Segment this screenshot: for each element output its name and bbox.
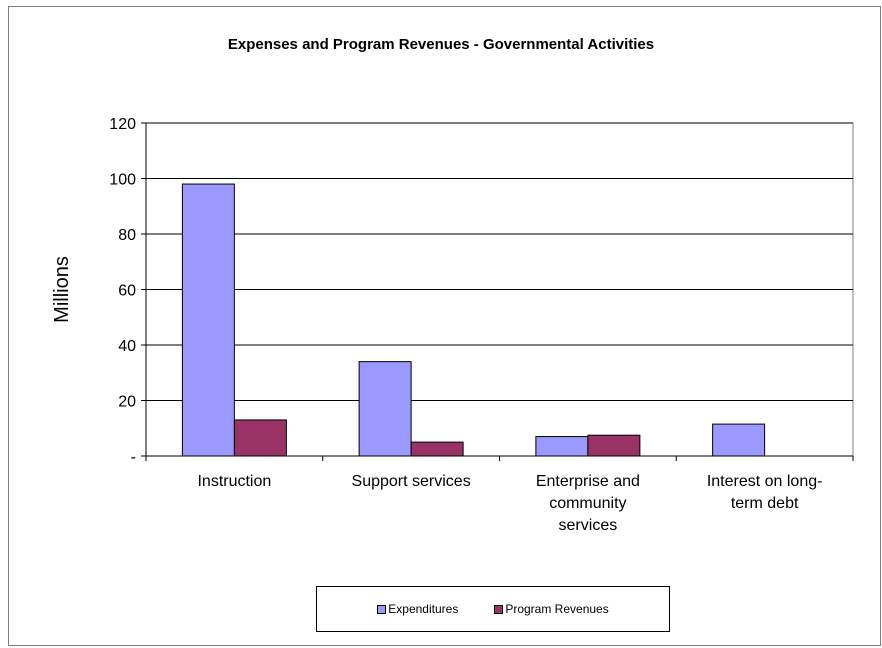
x-tick-label: services [559,517,618,534]
y-tick-label: 80 [118,227,136,244]
y-tick-label: 40 [118,338,136,355]
x-tick-label: Enterprise and [536,473,640,490]
legend-label-expenditures: Expenditures [388,602,459,616]
bar [410,441,464,457]
bar [712,423,766,457]
legend-swatch-program-revenues [494,604,504,614]
y-tick-label: 60 [118,283,136,300]
legend-item-program-revenues: Program Revenues [494,602,609,616]
bar [587,434,641,457]
chart-title: Expenses and Program Revenues - Governme… [227,36,655,53]
x-tick-label: Instruction [197,473,271,490]
y-tick-label: 100 [109,172,136,189]
bar [358,361,412,457]
legend-swatch-expenditures [377,604,387,614]
x-tick-label: Interest on long- [707,473,823,490]
legend-item-expenditures: Expenditures [377,602,458,616]
bar [233,419,287,457]
bar [535,436,589,457]
legend-label-program-revenues: Program Revenues [505,602,609,616]
x-tick-label: community [549,495,626,512]
y-tick-label: 20 [118,394,136,411]
bar [181,183,235,457]
y-axis-label: Millions [51,256,73,323]
x-tick-label: term debt [731,495,799,512]
x-tick-label: Support services [352,473,471,490]
chart-legend: Expenditures Program Revenues [316,586,670,632]
y-tick-label: 120 [109,116,136,133]
y-tick-label: - [131,449,136,466]
